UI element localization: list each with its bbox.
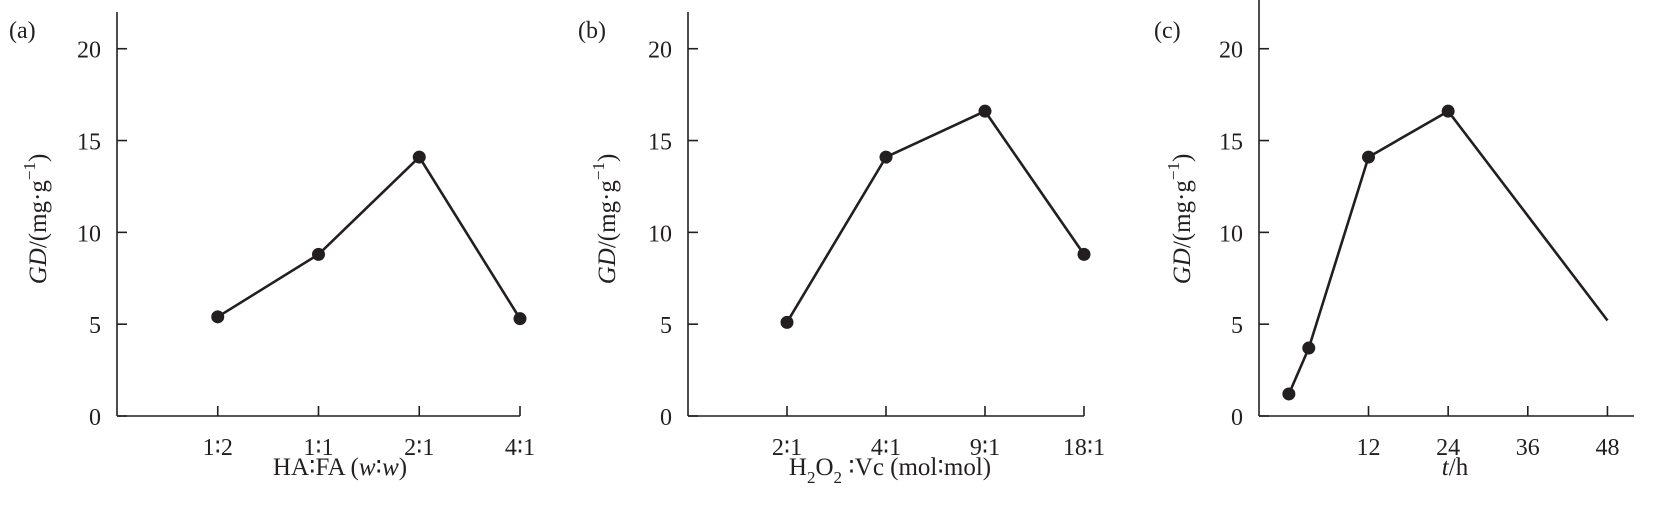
y-tick-label: 5: [1231, 313, 1243, 339]
x-axis-label: HA∶FA (w∶w): [273, 454, 407, 481]
y-tick-label: 15: [648, 130, 672, 156]
data-point: [211, 310, 225, 324]
x-axis-label-part: FA (: [316, 454, 359, 481]
y-tick-label: 0: [660, 405, 672, 431]
y-axis-label-close: ): [1169, 154, 1196, 162]
x-tick-label: 1∶1: [303, 435, 333, 461]
y-axis-label-unit: /(mg·g: [594, 180, 621, 249]
data-point: [1362, 150, 1376, 164]
x-axis-label-part: Vc (mol: [855, 454, 938, 481]
y-axis-label: GD/(mg·g−1): [20, 154, 52, 285]
x-axis-label-part: H: [789, 454, 807, 481]
x-tick-label: 18∶1: [1063, 435, 1105, 461]
x-tick-label: 2∶1: [772, 435, 802, 461]
y-tick-label: 5: [89, 313, 101, 339]
y-tick-label: 10: [648, 221, 672, 247]
y-tick-label: 5: [660, 313, 672, 339]
x-axis-label-part: w: [382, 454, 399, 481]
y-axis-label: GD/(mg·g−1): [1164, 154, 1196, 285]
series-line: [1287, 109, 1609, 395]
data-point: [978, 104, 992, 118]
x-tick-label: 24: [1436, 435, 1460, 461]
y-tick-label: 15: [1219, 130, 1243, 156]
x-axis-label-part: HA: [273, 454, 309, 481]
x-axis-label-part: O: [815, 454, 833, 481]
x-axis-label: t/h: [1442, 454, 1469, 481]
y-axis-label-close: ): [594, 154, 621, 162]
x-axis-label-part: t: [1442, 454, 1450, 481]
panel-label: (b): [578, 18, 606, 44]
y-tick-label: 20: [1219, 38, 1243, 64]
x-tick-label: 2∶1: [404, 435, 434, 461]
data-point: [312, 247, 325, 261]
data-point: [1441, 104, 1455, 118]
x-axis-label-part: ∶: [376, 454, 383, 481]
data-point: [1302, 341, 1316, 355]
data-point: [879, 150, 893, 164]
x-tick-label: 48: [1595, 435, 1619, 461]
x-axis-label: H2O2 ∶Vc (mol∶mol): [789, 454, 991, 487]
y-tick-label: 20: [77, 38, 101, 64]
x-axis-label-part: 2: [807, 468, 816, 487]
data-point: [780, 315, 794, 329]
data-point: [412, 150, 426, 164]
x-tick-label: 9∶1: [970, 435, 1000, 461]
y-tick-label: 20: [648, 38, 672, 64]
data-point: [1282, 387, 1296, 401]
y-tick-label: 15: [77, 130, 101, 156]
panel-label: (a): [9, 18, 36, 44]
y-axis-label-quantity: GD: [594, 248, 621, 284]
y-tick-label: 0: [89, 405, 101, 431]
x-tick-label: 12: [1357, 435, 1381, 461]
series-line: [217, 155, 522, 320]
y-axis-label-quantity: GD: [25, 248, 52, 284]
y-axis-label-close: ): [25, 154, 52, 162]
x-axis-label-part: mol): [944, 454, 991, 481]
x-axis-label-part: ): [399, 454, 407, 481]
y-axis-label-unit: /(mg·g: [1169, 180, 1196, 249]
panel-c: (c) 0 5 10 15 20 12 24 36 48 GD/(mg·g−1) t/h: [1154, 0, 1634, 481]
data-point: [1077, 247, 1091, 261]
x-axis-label-part: ∶: [309, 454, 316, 481]
x-axis-label-part: /h: [1449, 454, 1469, 481]
panel-label: (c): [1154, 18, 1181, 44]
x-tick-label: 36: [1516, 435, 1540, 461]
panel-b: (b) 0 5 10 15 20 2∶1 4∶1 9∶1 18∶1 GD/(mg·g−1) H2O2 …: [578, 12, 1105, 487]
y-axis-label-unit: /(mg·g: [25, 180, 52, 249]
series-line: [785, 109, 1086, 323]
y-axis-label-exponent: −1: [1164, 162, 1183, 180]
y-axis-label-quantity: GD: [1169, 248, 1196, 284]
x-tick-label: 1∶2: [203, 435, 233, 461]
y-tick-label: 10: [1219, 221, 1243, 247]
x-axis-label-part: ∶: [842, 454, 855, 481]
data-point: [513, 312, 527, 326]
y-axis-label: GD/(mg·g−1): [589, 154, 621, 285]
y-tick-label: 10: [77, 221, 101, 247]
y-axis-label-exponent: −1: [589, 162, 608, 180]
x-tick-label: 4∶1: [871, 435, 901, 461]
x-axis-label-part: ∶: [937, 454, 944, 481]
x-axis-label-part: w: [359, 454, 376, 481]
y-tick-label: 0: [1231, 405, 1243, 431]
x-axis-label-part: 2: [834, 468, 843, 487]
x-tick-label: 4∶1: [505, 435, 535, 461]
y-axis-label-exponent: −1: [20, 162, 39, 180]
